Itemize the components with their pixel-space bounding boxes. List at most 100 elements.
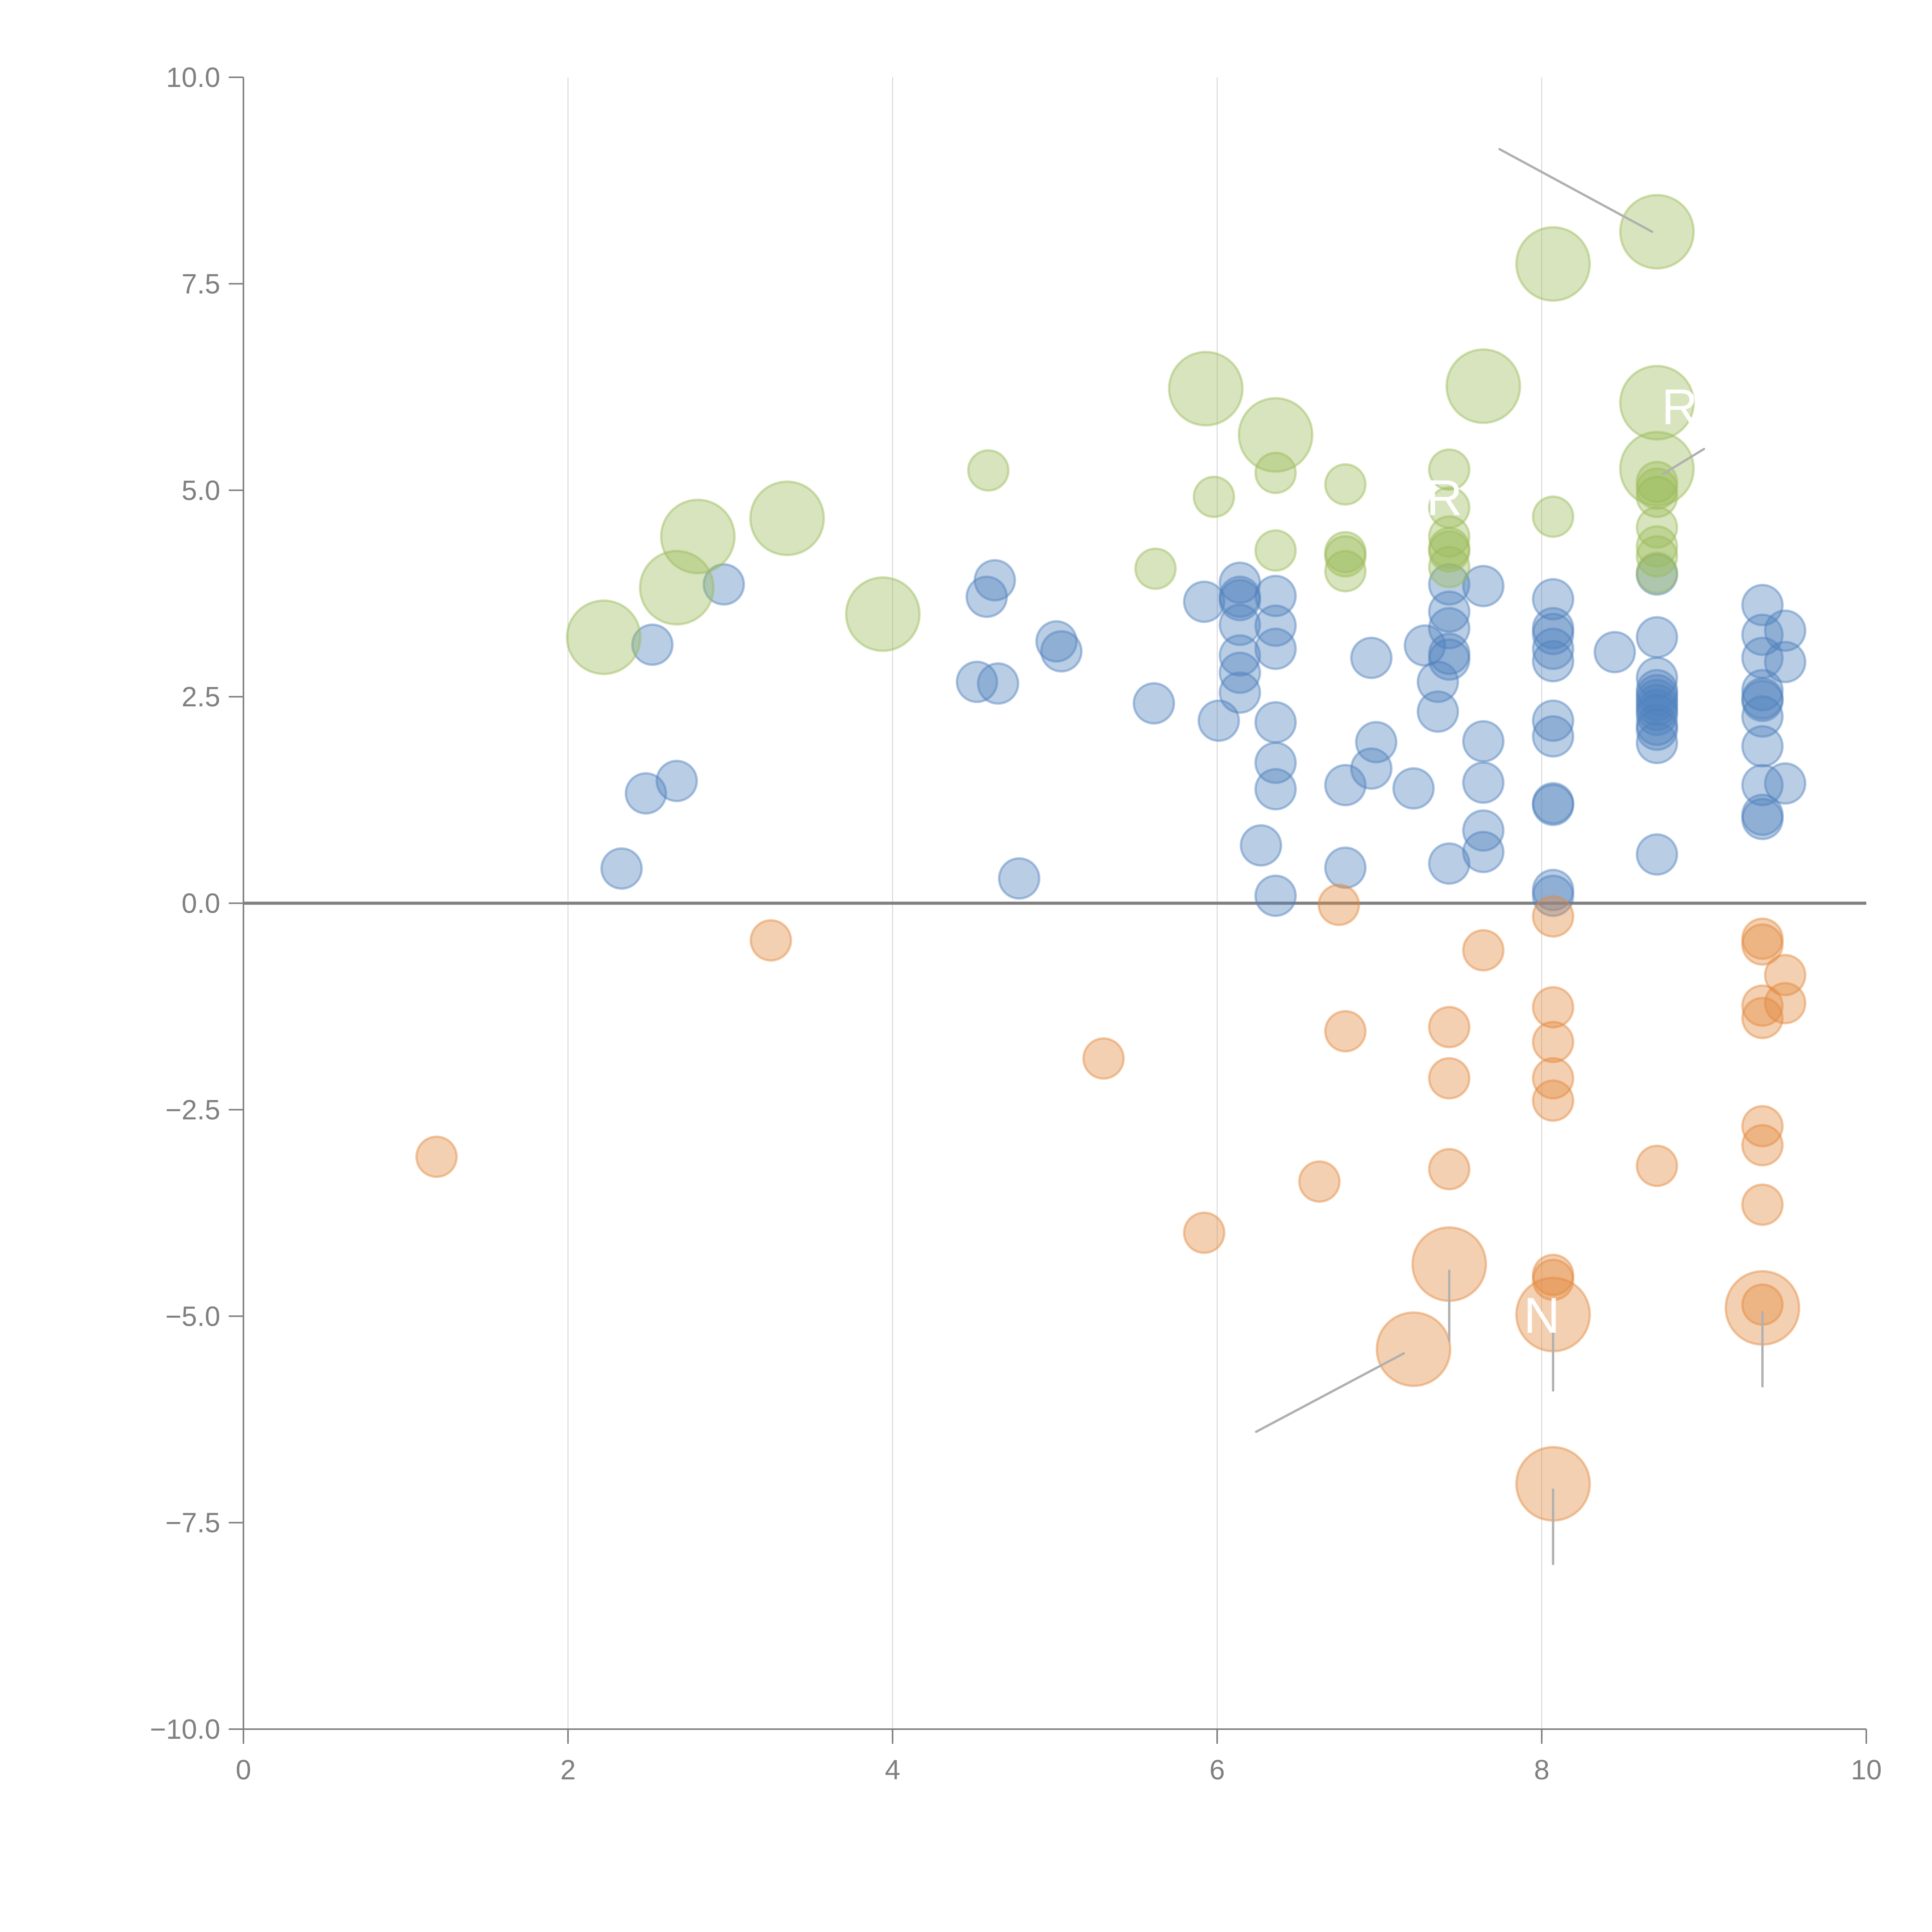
bubble-point: [1619, 365, 1695, 441]
bubble-point: [1532, 986, 1575, 1029]
bubble-point: [1035, 620, 1078, 663]
y-tick-label: 0.0: [182, 888, 220, 919]
bubble-point: [1254, 874, 1297, 917]
bubble-point: [1183, 580, 1226, 623]
y-tick-label: −5.0: [165, 1301, 220, 1332]
bubble-point: [1532, 715, 1575, 758]
series-negative-orange: [415, 883, 1806, 1522]
bubble-point: [1240, 824, 1282, 867]
bubble-point: [1594, 631, 1636, 673]
bubble-point: [956, 660, 998, 703]
bubble-point: [415, 1135, 458, 1178]
bubble-point: [1636, 616, 1679, 659]
bubble-point: [1040, 630, 1083, 673]
annotation-label: R: [1426, 469, 1463, 526]
bubble-point: [1532, 607, 1575, 650]
bubble-point: [1764, 641, 1806, 684]
bubble-point: [1392, 767, 1435, 810]
bubble-point: [1218, 579, 1261, 622]
bubble-point: [566, 599, 642, 675]
bubble-point: [967, 449, 1010, 492]
bubble-point: [1428, 632, 1471, 675]
y-tick-label: 7.5: [182, 269, 220, 299]
bubble-point: [1428, 842, 1471, 885]
bubble-point: [1636, 475, 1679, 518]
bubble-point: [1764, 982, 1806, 1025]
bubble-point: [1741, 923, 1784, 966]
bubble-point: [655, 760, 698, 803]
bubble-point: [1218, 604, 1261, 646]
bubble-point: [660, 498, 736, 575]
bubble-point: [1324, 764, 1367, 806]
bubble-point: [1532, 578, 1575, 621]
bubble-point: [1619, 431, 1695, 507]
bubble-point: [1428, 1148, 1471, 1190]
bubble-point: [1741, 793, 1784, 836]
bubble-point: [1636, 669, 1679, 712]
bubble-point: [845, 576, 921, 652]
bubble-point: [1428, 546, 1471, 588]
y-ticks: −10.0 −7.5 −5.0 −2.5 0.0 2.5 5.0 7.5 10.0: [150, 62, 243, 1745]
bubble-point: [1168, 350, 1244, 427]
x-tick-label: 8: [1534, 1755, 1549, 1786]
bubble-point: [1532, 784, 1575, 827]
bubble-point: [1428, 638, 1471, 681]
annotation-leader-line: [1498, 148, 1653, 233]
bubble-point: [1741, 984, 1784, 1027]
bubble-point: [1417, 690, 1459, 733]
bubble-point: [1462, 720, 1505, 763]
bubble-point: [1636, 506, 1679, 549]
bubble-point: [1764, 954, 1806, 997]
bubble-point: [1298, 1160, 1341, 1203]
bubble-point: [1134, 547, 1177, 590]
series-positive-green: [566, 194, 1695, 675]
bubble-point: [1238, 397, 1314, 473]
bubble-point: [1636, 703, 1679, 746]
series-positive-small: [600, 553, 1806, 917]
bubble-point: [1636, 679, 1679, 721]
bubble-point: [1462, 565, 1505, 607]
bubble-point: [1741, 917, 1784, 960]
bubble-point: [1428, 515, 1471, 558]
bubble-point: [1741, 725, 1784, 768]
bubble-point: [1636, 553, 1679, 596]
bubble-point: [1636, 525, 1679, 568]
bubble-point: [1376, 1311, 1452, 1387]
bubble-point: [1741, 798, 1784, 840]
bubble-point: [1462, 761, 1505, 804]
annotation-label: R: [1662, 379, 1698, 435]
bubble-point: [1254, 529, 1297, 572]
bubble-point: [1532, 1253, 1575, 1296]
bubble-point: [1318, 883, 1360, 926]
bubble-point: [1532, 895, 1575, 938]
bubble-point: [631, 623, 674, 666]
bubble-point: [1532, 1057, 1575, 1100]
bubble-point: [1183, 1211, 1226, 1254]
bubble-point: [1532, 782, 1575, 825]
bubble-point: [1324, 550, 1367, 593]
bubble-point: [1192, 475, 1235, 518]
bubble-point: [1532, 874, 1575, 917]
bubble-point: [1741, 613, 1784, 656]
bubble-point: [1218, 575, 1261, 618]
y-tick-label: 2.5: [182, 682, 220, 713]
bubble-point: [965, 575, 1008, 618]
bubble-point: [1636, 833, 1679, 876]
bubble-point: [1741, 677, 1784, 720]
bubble-point: [1428, 530, 1471, 573]
bubble-point: [1741, 1105, 1784, 1148]
bubble-point: [998, 857, 1041, 900]
bubble-point: [1532, 628, 1575, 670]
bubble-point: [1133, 682, 1175, 725]
x-tick-label: 4: [885, 1755, 900, 1786]
bubble-point: [1741, 1124, 1784, 1167]
bubble-point: [1741, 997, 1784, 1039]
bubble-point: [1324, 846, 1367, 889]
bubble-point: [1417, 660, 1459, 703]
bubble-point: [1636, 684, 1679, 726]
bubble-point: [1254, 628, 1297, 670]
bubble-point: [973, 559, 1016, 602]
bubble-point: [1445, 348, 1521, 424]
bubble-point: [702, 563, 745, 606]
x-tick-label: 0: [236, 1755, 251, 1786]
